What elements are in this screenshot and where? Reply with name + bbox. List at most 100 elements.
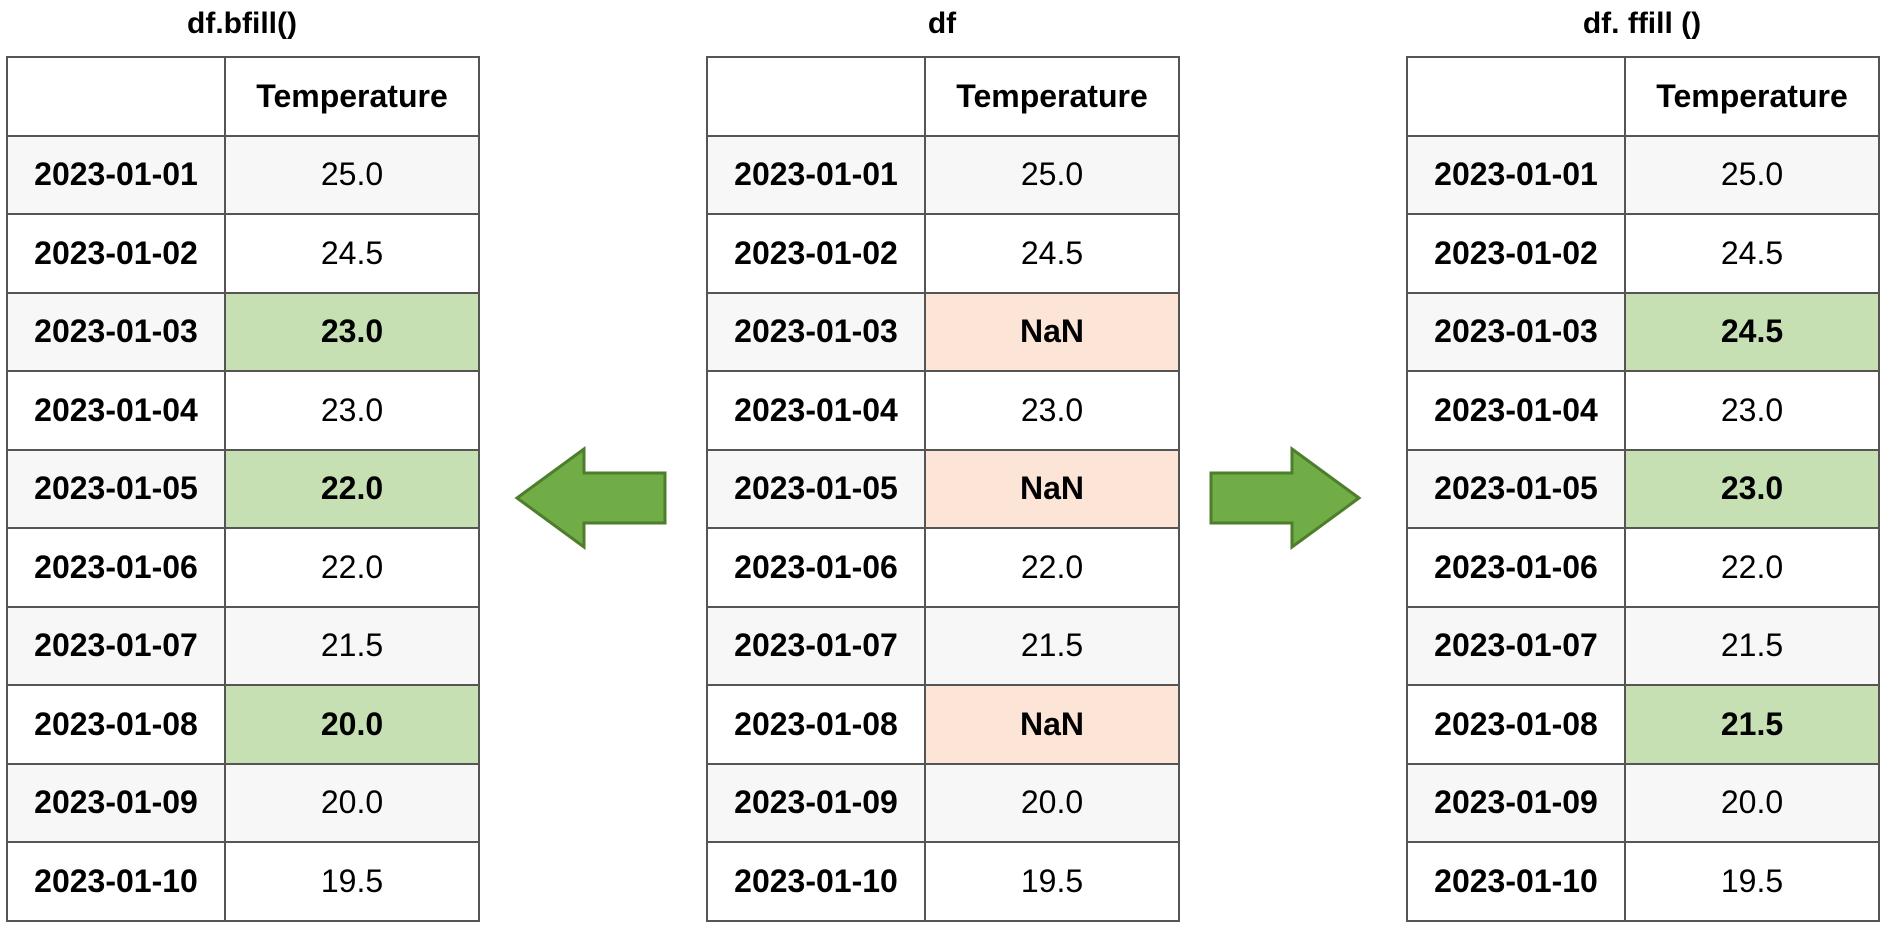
- table-row: 2023-01-01 25.0: [1406, 134, 1880, 215]
- date-index-cell: 2023-01-01: [6, 134, 226, 215]
- panel-title-df: df: [927, 7, 957, 40]
- date-index-cell: 2023-01-09: [706, 762, 926, 843]
- date-index-cell: 2023-01-08: [1406, 684, 1626, 765]
- temperature-cell: 19.5: [224, 841, 480, 922]
- temperature-cell: 20.0: [1624, 762, 1880, 843]
- date-index-cell: 2023-01-03: [706, 291, 926, 372]
- table-row: 2023-01-01 25.0: [6, 134, 480, 215]
- filled-temperature-cell: 23.0: [224, 291, 480, 372]
- filled-temperature-cell: 20.0: [224, 684, 480, 765]
- table-row: 2023-01-04 23.0: [706, 370, 1180, 451]
- temperature-cell: 24.5: [224, 213, 480, 294]
- date-index-cell: 2023-01-06: [706, 527, 926, 608]
- date-index-cell: 2023-01-01: [1406, 134, 1626, 215]
- temperature-cell: 24.5: [1624, 213, 1880, 294]
- arrow-left-icon: [514, 446, 667, 550]
- table-row: 2023-01-06 22.0: [706, 527, 1180, 608]
- table-row: 2023-01-04 23.0: [1406, 370, 1880, 451]
- temperature-cell: 21.5: [924, 605, 1180, 686]
- nan-temperature-cell: NaN: [924, 684, 1180, 765]
- date-index-cell: 2023-01-07: [1406, 605, 1626, 686]
- date-index-cell: 2023-01-05: [6, 448, 226, 529]
- date-index-cell: 2023-01-04: [6, 370, 226, 451]
- panel-bfill: df.bfill() Temperature 2023-01-01 25.0 202…: [6, 0, 480, 922]
- temperature-cell: 25.0: [1624, 134, 1880, 215]
- temperature-cell: 23.0: [224, 370, 480, 451]
- filled-temperature-cell: 21.5: [1624, 684, 1880, 765]
- temperature-cell: 22.0: [224, 527, 480, 608]
- table-row: 2023-01-07 21.5: [6, 605, 480, 686]
- date-index-cell: 2023-01-05: [1406, 448, 1626, 529]
- date-index-cell: 2023-01-01: [706, 134, 926, 215]
- table-row: 2023-01-02 24.5: [1406, 213, 1880, 294]
- temperature-cell: 19.5: [1624, 841, 1880, 922]
- table-row: 2023-01-10 19.5: [706, 841, 1180, 922]
- date-index-cell: 2023-01-07: [6, 605, 226, 686]
- nan-temperature-cell: NaN: [924, 448, 1180, 529]
- temperature-cell: 25.0: [224, 134, 480, 215]
- temperature-cell: 22.0: [1624, 527, 1880, 608]
- date-index-cell: 2023-01-04: [1406, 370, 1626, 451]
- temperature-cell: 23.0: [924, 370, 1180, 451]
- panel-df: df Temperature 2023-01-01 25.0 2023-01-02 2…: [706, 0, 1180, 922]
- date-index-cell: 2023-01-08: [706, 684, 926, 765]
- panel-title-bfill: df.bfill(): [187, 7, 297, 40]
- index-header: [6, 56, 226, 137]
- table-row: 2023-01-02 24.5: [706, 213, 1180, 294]
- table-row: 2023-01-09 20.0: [706, 762, 1180, 843]
- temperature-cell: 21.5: [224, 605, 480, 686]
- table-row: 2023-01-09 20.0: [1406, 762, 1880, 843]
- filled-temperature-cell: 22.0: [224, 448, 480, 529]
- table-row: 2023-01-06 22.0: [1406, 527, 1880, 608]
- table-ffill: Temperature 2023-01-01 25.0 2023-01-02 24.5…: [1406, 56, 1880, 922]
- date-index-cell: 2023-01-05: [706, 448, 926, 529]
- table-row: 2023-01-06 22.0: [6, 527, 480, 608]
- nan-temperature-cell: NaN: [924, 291, 1180, 372]
- date-index-cell: 2023-01-04: [706, 370, 926, 451]
- filled-temperature-cell: 23.0: [1624, 448, 1880, 529]
- table-row: 2023-01-05 23.0: [1406, 448, 1880, 529]
- date-index-cell: 2023-01-10: [1406, 841, 1626, 922]
- temperature-cell: 23.0: [1624, 370, 1880, 451]
- table-row: 2023-01-05 NaN: [706, 448, 1180, 529]
- date-index-cell: 2023-01-09: [1406, 762, 1626, 843]
- date-index-cell: 2023-01-07: [706, 605, 926, 686]
- table-row: 2023-01-03 24.5: [1406, 291, 1880, 372]
- temperature-cell: 21.5: [1624, 605, 1880, 686]
- table-row: 2023-01-10 19.5: [1406, 841, 1880, 922]
- filled-temperature-cell: 24.5: [1624, 291, 1880, 372]
- panel-title-ffill: df. ffill (): [1582, 7, 1702, 40]
- date-index-cell: 2023-01-10: [706, 841, 926, 922]
- table-row: 2023-01-04 23.0: [6, 370, 480, 451]
- temperature-header: Temperature: [224, 56, 480, 137]
- index-header: [706, 56, 926, 137]
- date-index-cell: 2023-01-03: [1406, 291, 1626, 372]
- date-index-cell: 2023-01-02: [6, 213, 226, 294]
- table-header-row: Temperature: [1406, 56, 1880, 137]
- date-index-cell: 2023-01-03: [6, 291, 226, 372]
- panel-ffill: df. ffill () Temperature 2023-01-01 25.0 2…: [1406, 0, 1880, 922]
- table-row: 2023-01-07 21.5: [706, 605, 1180, 686]
- table-row: 2023-01-05 22.0: [6, 448, 480, 529]
- temperature-cell: 19.5: [924, 841, 1180, 922]
- date-index-cell: 2023-01-02: [1406, 213, 1626, 294]
- index-header: [1406, 56, 1626, 137]
- temperature-cell: 20.0: [224, 762, 480, 843]
- table-df: Temperature 2023-01-01 25.0 2023-01-02 24.5…: [706, 56, 1180, 922]
- temperature-cell: 24.5: [924, 213, 1180, 294]
- table-row: 2023-01-07 21.5: [1406, 605, 1880, 686]
- arrow-right-icon: [1209, 446, 1362, 550]
- date-index-cell: 2023-01-08: [6, 684, 226, 765]
- date-index-cell: 2023-01-09: [6, 762, 226, 843]
- date-index-cell: 2023-01-06: [1406, 527, 1626, 608]
- table-row: 2023-01-08 NaN: [706, 684, 1180, 765]
- date-index-cell: 2023-01-10: [6, 841, 226, 922]
- table-row: 2023-01-10 19.5: [6, 841, 480, 922]
- table-row: 2023-01-01 25.0: [706, 134, 1180, 215]
- table-row: 2023-01-03 23.0: [6, 291, 480, 372]
- table-row: 2023-01-08 21.5: [1406, 684, 1880, 765]
- table-row: 2023-01-03 NaN: [706, 291, 1180, 372]
- temperature-cell: 22.0: [924, 527, 1180, 608]
- table-row: 2023-01-08 20.0: [6, 684, 480, 765]
- temperature-cell: 20.0: [924, 762, 1180, 843]
